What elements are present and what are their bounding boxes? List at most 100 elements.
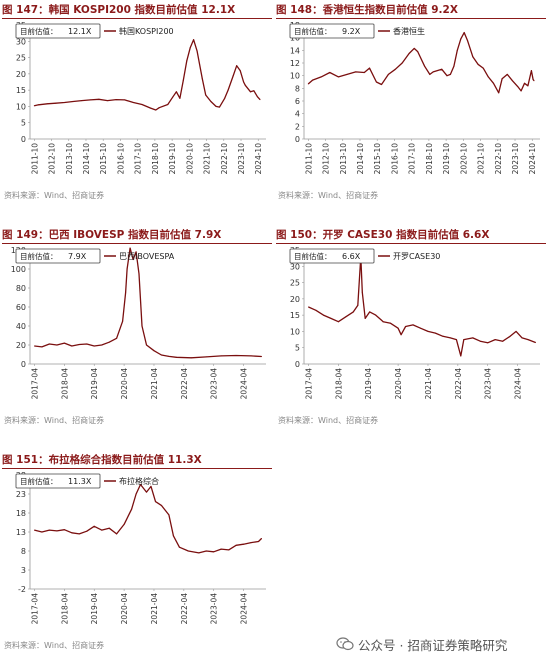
data-point: [429, 73, 431, 75]
data-point: [477, 63, 479, 65]
data-point: [460, 38, 462, 40]
x-tick-label: 2024-10: [254, 143, 263, 175]
data-point: [98, 98, 100, 100]
data-point: [131, 508, 133, 510]
data-point: [63, 342, 65, 344]
y-tick-label: 2: [295, 122, 300, 131]
data-point: [355, 71, 357, 73]
data-point: [397, 327, 399, 329]
y-tick-label: 10: [16, 102, 26, 111]
x-tick-label: 2023-04: [484, 368, 493, 400]
current-valuation-value: 11.3X: [68, 477, 92, 486]
data-point: [449, 73, 451, 75]
data-point: [236, 65, 238, 67]
data-point: [381, 84, 382, 85]
y-tick-label: 0: [21, 360, 26, 369]
y-tick-label: 5: [295, 344, 300, 353]
data-point: [175, 356, 177, 358]
data-point: [38, 104, 40, 106]
data-point: [175, 91, 177, 93]
data-point: [172, 535, 174, 537]
data-point: [108, 341, 110, 343]
data-point: [453, 65, 455, 67]
x-tick-label: 2012-10: [48, 143, 57, 175]
data-point: [235, 544, 237, 546]
current-valuation-box: [15, 473, 101, 489]
data-point: [244, 84, 246, 86]
x-tick-label: 2022-04: [180, 368, 189, 400]
data-point: [178, 546, 180, 548]
x-tick-label: 2019-04: [90, 593, 99, 625]
data-point: [400, 334, 402, 336]
data-point: [493, 82, 494, 84]
x-tick-label: 2017-10: [134, 143, 143, 175]
data-point: [455, 339, 457, 341]
data-point: [375, 81, 377, 83]
data-point: [472, 337, 474, 339]
data-point: [126, 268, 128, 270]
data-point: [387, 73, 389, 75]
data-point: [535, 342, 536, 343]
data-point: [494, 339, 496, 341]
y-tick-label: 20: [16, 70, 26, 79]
data-point: [329, 72, 331, 73]
data-point: [160, 354, 162, 356]
y-tick-label: 4: [295, 110, 300, 119]
data-point: [150, 107, 152, 109]
data-point: [135, 493, 137, 495]
x-tick-label: 2023-04: [210, 593, 219, 625]
x-tick-label: 2017-10: [408, 143, 417, 175]
data-point: [196, 50, 198, 52]
legend-label: 香港恒生: [393, 26, 425, 36]
data-point: [346, 73, 348, 75]
x-tick-label: 2013-10: [339, 143, 348, 175]
y-tick-label: 25: [16, 54, 26, 63]
data-point: [487, 76, 489, 78]
data-point: [129, 247, 131, 249]
data-point: [48, 529, 50, 531]
data-point: [122, 320, 124, 322]
x-tick-label: 2018-10: [151, 143, 160, 175]
data-point: [463, 32, 465, 34]
data-point: [41, 531, 43, 533]
data-point: [93, 345, 95, 347]
data-point: [463, 339, 465, 341]
data-point: [201, 78, 203, 80]
data-point: [449, 337, 451, 339]
data-point: [502, 340, 504, 342]
data-point: [442, 335, 444, 337]
current-valuation-label: 目前估值：: [294, 26, 332, 36]
y-tick-label: 60: [16, 303, 26, 312]
data-point: [259, 99, 261, 101]
y-tick-label: 14: [290, 46, 300, 55]
data-point: [101, 344, 103, 346]
source-note: 资料来源：Wind、招商证券: [4, 191, 105, 200]
data-point: [515, 330, 517, 332]
y-tick-label: 0: [21, 135, 26, 144]
data-point: [71, 532, 73, 534]
source-note: 资料来源：Wind、招商证券: [4, 416, 105, 425]
chart-panel-case30: 图 150：开罗 CASE30 指数目前估值 6.6X 0 5 10 15 20 25 30…: [276, 227, 548, 445]
data-point: [532, 79, 534, 80]
data-point: [345, 316, 347, 318]
figure-title: 图 149：巴西 IBOVESP 指数目前估值 7.9X: [2, 227, 272, 244]
chart-panel-prague: 图 151：布拉格综合指数目前估值 11.3X -238131823282017…: [2, 452, 274, 666]
source-note: 资料来源：Wind、招商证券: [4, 641, 105, 650]
figure-title: 图 148：香港恒生指数目前估值 9.2X: [276, 2, 546, 19]
data-point: [509, 335, 511, 337]
y-tick-label: 18: [16, 509, 26, 518]
data-point: [408, 53, 410, 54]
data-point: [424, 65, 426, 67]
x-tick-label: 2020-04: [120, 593, 129, 625]
data-point: [250, 355, 252, 357]
y-tick-label: 0: [295, 360, 300, 369]
y-tick-label: 13: [16, 528, 26, 537]
data-point: [227, 89, 229, 91]
data-point: [168, 514, 170, 516]
data-point: [219, 106, 220, 108]
data-point: [34, 529, 35, 531]
data-point: [320, 76, 322, 78]
legend-label: 巴西IBOVESPA: [119, 252, 175, 261]
x-tick-label: 2015-10: [99, 143, 108, 175]
data-point: [86, 343, 88, 345]
